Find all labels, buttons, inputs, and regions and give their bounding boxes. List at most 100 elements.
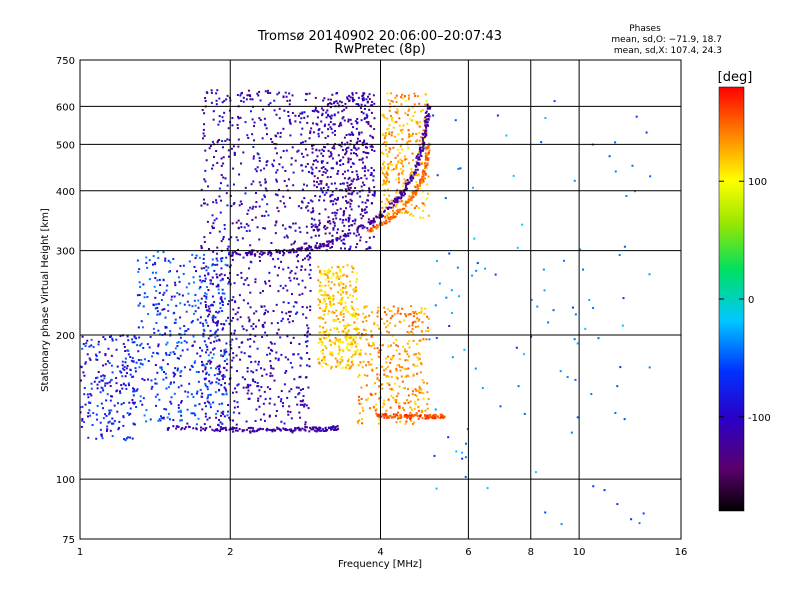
echo-point (108, 409, 111, 412)
echo-point (324, 123, 327, 126)
echo-point (334, 202, 337, 205)
echo-point (407, 180, 410, 183)
x-tick-label: 8 (528, 547, 534, 558)
echo-point (292, 171, 295, 174)
echo-point (352, 338, 355, 341)
echo-point (343, 136, 346, 139)
echo-point (608, 155, 611, 158)
echo-point (261, 198, 264, 201)
echo-point (202, 324, 205, 327)
echo-point (243, 352, 246, 355)
echo-point (264, 419, 267, 422)
echo-point (423, 122, 426, 125)
echo-point (321, 174, 324, 177)
echo-point (317, 129, 320, 132)
echo-point (148, 259, 151, 262)
echo-point (327, 149, 330, 152)
echo-point (234, 313, 237, 316)
echo-point (200, 204, 203, 207)
echo-point (306, 330, 309, 333)
echo-point (314, 223, 317, 226)
echo-point (323, 355, 326, 358)
echo-point (337, 318, 340, 321)
echo-point (280, 398, 283, 401)
echo-point (339, 218, 342, 221)
echo-point (427, 152, 430, 155)
echo-point (172, 258, 175, 261)
echo-point (249, 338, 252, 341)
echo-point (110, 422, 113, 425)
echo-point (346, 336, 349, 339)
echo-point (142, 305, 145, 308)
echo-point (287, 358, 290, 361)
echo-point (337, 154, 340, 157)
echo-point (414, 320, 417, 323)
echo-point (245, 253, 248, 256)
echo-point (378, 213, 381, 216)
echo-point (121, 367, 124, 370)
echo-point (420, 155, 423, 158)
echo-point (330, 426, 333, 429)
echo-point (295, 255, 298, 258)
echo-point (275, 178, 278, 181)
echo-point (347, 192, 350, 195)
echo-point (290, 428, 293, 431)
echo-point (268, 279, 271, 282)
echo-point (395, 349, 398, 352)
echo-point (425, 100, 428, 103)
echo-point (282, 195, 285, 198)
echo-point (327, 128, 330, 131)
echo-point (111, 435, 114, 438)
echo-point (201, 395, 204, 398)
echo-point (203, 202, 206, 205)
echo-point (305, 225, 308, 228)
echo-point (99, 421, 102, 424)
echo-point (192, 276, 195, 279)
echo-point (317, 303, 320, 306)
echo-point (378, 418, 381, 421)
echo-point (179, 371, 182, 374)
echo-point (298, 411, 301, 414)
echo-point (275, 409, 278, 412)
echo-point (311, 200, 314, 203)
echo-point (249, 244, 252, 247)
echo-point (287, 413, 290, 416)
echo-point (218, 230, 221, 233)
echo-point (220, 322, 223, 325)
echo-point (276, 194, 279, 197)
echo-point (216, 322, 219, 325)
echo-point (333, 182, 336, 185)
echo-point (544, 511, 547, 514)
echo-point (360, 185, 363, 188)
echo-point (370, 358, 373, 361)
echo-point (236, 94, 239, 97)
echo-point (424, 116, 427, 119)
echo-point (356, 328, 359, 331)
echo-point (408, 162, 411, 165)
echo-point (220, 422, 223, 425)
echo-point (319, 299, 322, 302)
echo-point (239, 253, 242, 256)
echo-point (136, 344, 139, 347)
echo-point (404, 348, 407, 351)
echo-point (271, 374, 274, 377)
echo-point (392, 342, 395, 345)
echo-point (422, 190, 425, 193)
echo-point (333, 123, 336, 126)
echo-point (262, 428, 265, 431)
echo-point (181, 426, 184, 429)
echo-point (418, 391, 421, 394)
echo-point (204, 384, 207, 387)
echo-point (151, 271, 154, 274)
echo-point (325, 305, 328, 308)
echo-point (362, 224, 365, 227)
echo-point (648, 273, 651, 276)
echo-point (399, 420, 402, 423)
echo-point (223, 292, 226, 295)
echo-point (336, 275, 339, 278)
echo-point (222, 410, 225, 413)
echo-point (120, 371, 123, 374)
echo-point (154, 364, 157, 367)
echo-point (366, 95, 369, 98)
echo-point (215, 381, 218, 384)
